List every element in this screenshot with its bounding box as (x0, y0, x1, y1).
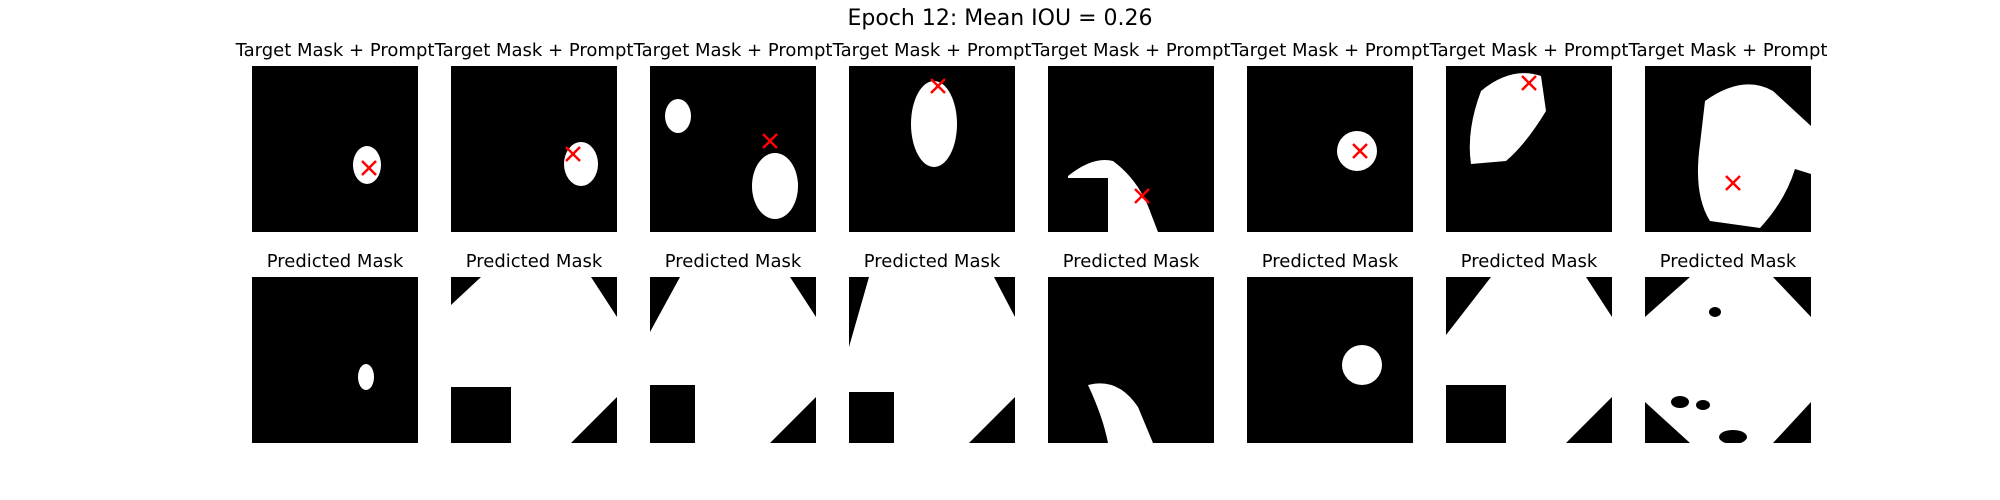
predicted-mask-svg (451, 277, 617, 443)
target-mask-image (650, 66, 816, 232)
prompt-marker-x (1352, 143, 1368, 159)
predicted-mask-svg (650, 277, 816, 443)
predicted-mask-svg (1446, 277, 1612, 443)
target-mask-svg (849, 66, 1015, 232)
predicted-panel-title: Predicted Mask (1261, 251, 1399, 272)
predicted-mask-image (650, 277, 816, 443)
target-panel-title: Target Mask + Prompt (832, 40, 1032, 61)
target-mask-image (849, 66, 1015, 232)
predicted-panel-title: Predicted Mask (863, 251, 1001, 272)
target-mask-image (1446, 66, 1612, 232)
target-mask-svg (1048, 66, 1214, 232)
prompt-marker-x (762, 133, 778, 149)
target-mask-svg (1645, 66, 1811, 232)
predicted-mask-image (849, 277, 1015, 443)
predicted-panel-title: Predicted Mask (664, 251, 802, 272)
predicted-mask-image (1247, 277, 1413, 443)
target-panel-title: Target Mask + Prompt (1230, 40, 1430, 61)
predicted-panel-title: Predicted Mask (266, 251, 404, 272)
predicted-mask-image (1048, 277, 1214, 443)
prompt-marker-x (1134, 188, 1150, 204)
target-mask-image (1048, 66, 1214, 232)
target-panel-title: Target Mask + Prompt (434, 40, 634, 61)
predicted-panel-title: Predicted Mask (465, 251, 603, 272)
predicted-mask-svg (252, 277, 418, 443)
target-mask-svg (451, 66, 617, 232)
predicted-mask-image (1645, 277, 1811, 443)
target-mask-svg (1446, 66, 1612, 232)
prompt-marker-x (565, 146, 581, 162)
target-mask-svg (252, 66, 418, 232)
target-panel-title: Target Mask + Prompt (1429, 40, 1629, 61)
target-panel-title: Target Mask + Prompt (235, 40, 435, 61)
predicted-panel-title: Predicted Mask (1460, 251, 1598, 272)
target-mask-svg (650, 66, 816, 232)
target-mask-image (1247, 66, 1413, 232)
predicted-mask-image (1446, 277, 1612, 443)
prompt-marker-x (361, 160, 377, 176)
target-panel-title: Target Mask + Prompt (1628, 40, 1828, 61)
target-mask-svg (1247, 66, 1413, 232)
target-mask-image (252, 66, 418, 232)
target-panel-title: Target Mask + Prompt (633, 40, 833, 61)
predicted-mask-svg (849, 277, 1015, 443)
predicted-mask-image (451, 277, 617, 443)
predicted-mask-image (252, 277, 418, 443)
target-panel-title: Target Mask + Prompt (1031, 40, 1231, 61)
target-mask-image (451, 66, 617, 232)
predicted-panel-title: Predicted Mask (1062, 251, 1200, 272)
target-mask-image (1645, 66, 1811, 232)
predicted-panel-title: Predicted Mask (1659, 251, 1797, 272)
predicted-mask-svg (1048, 277, 1214, 443)
figure-title: Epoch 12: Mean IOU = 0.26 (847, 6, 1153, 31)
prompt-marker-x (930, 78, 946, 94)
predicted-mask-svg (1645, 277, 1811, 443)
prompt-marker-x (1725, 175, 1741, 191)
predicted-mask-svg (1247, 277, 1413, 443)
prompt-marker-x (1521, 75, 1537, 91)
